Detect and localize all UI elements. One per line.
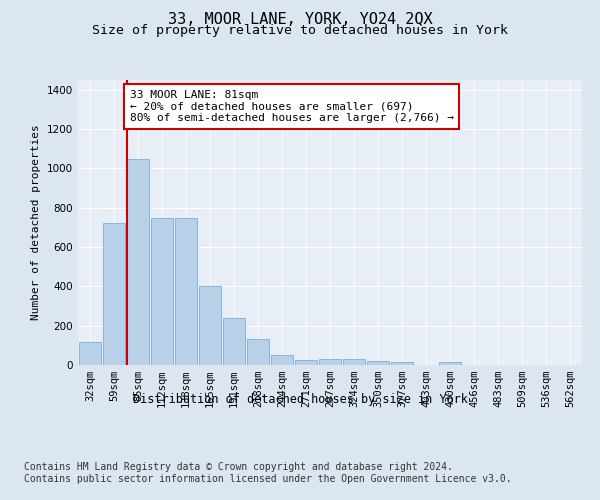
Bar	[175, 218, 197, 365]
Text: 33, MOOR LANE, YORK, YO24 2QX: 33, MOOR LANE, YORK, YO24 2QX	[167, 12, 433, 28]
Bar	[391, 362, 413, 365]
Bar	[223, 318, 245, 365]
Bar	[199, 286, 221, 365]
Bar	[271, 355, 293, 365]
Bar	[247, 340, 269, 365]
Bar	[439, 362, 461, 365]
Text: Distribution of detached houses by size in York: Distribution of detached houses by size …	[133, 392, 467, 406]
Bar	[103, 224, 125, 365]
Text: Contains HM Land Registry data © Crown copyright and database right 2024.
Contai: Contains HM Land Registry data © Crown c…	[24, 462, 512, 484]
Bar	[319, 359, 341, 365]
Y-axis label: Number of detached properties: Number of detached properties	[31, 124, 41, 320]
Bar	[151, 218, 173, 365]
Bar	[295, 360, 317, 365]
Bar	[343, 359, 365, 365]
Text: 33 MOOR LANE: 81sqm
← 20% of detached houses are smaller (697)
80% of semi-detac: 33 MOOR LANE: 81sqm ← 20% of detached ho…	[130, 90, 454, 123]
Bar	[79, 342, 101, 365]
Text: Size of property relative to detached houses in York: Size of property relative to detached ho…	[92, 24, 508, 37]
Bar	[127, 158, 149, 365]
Bar	[367, 360, 389, 365]
